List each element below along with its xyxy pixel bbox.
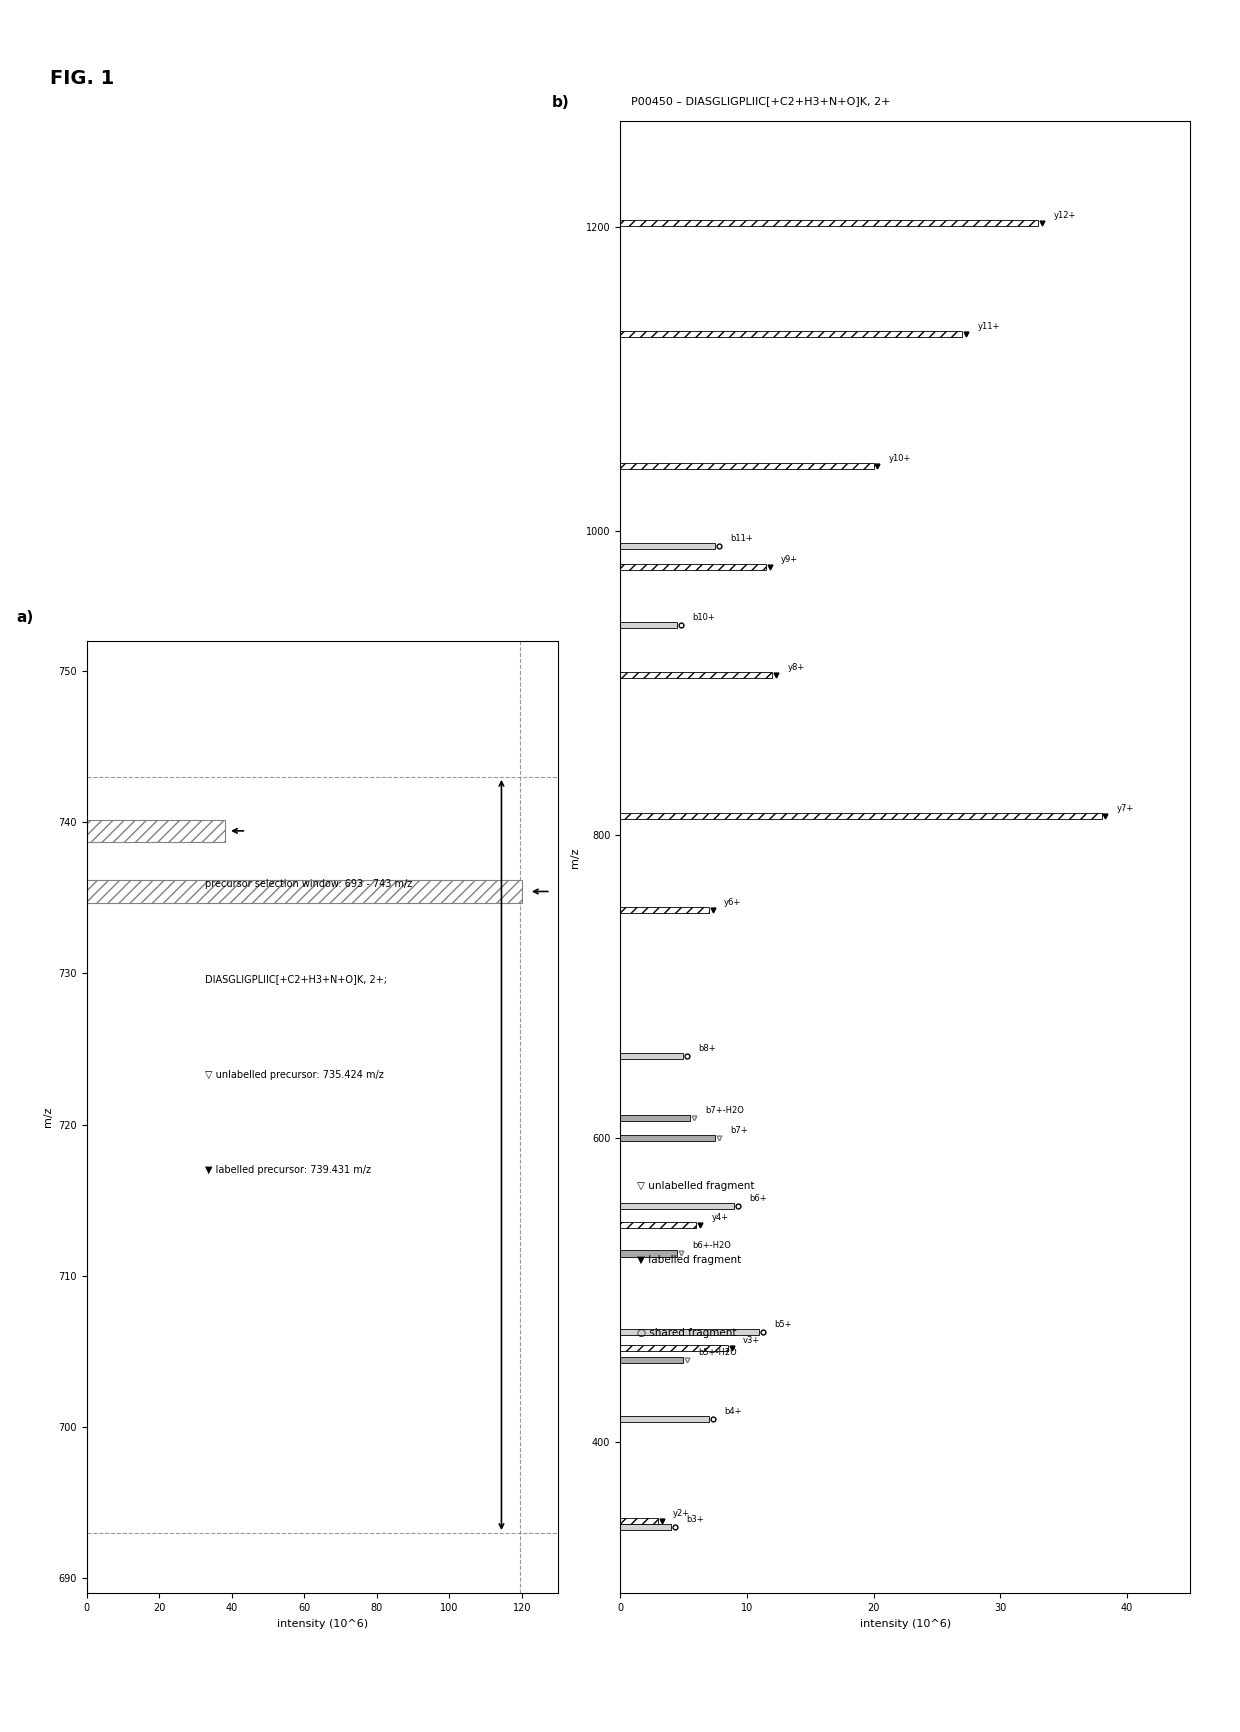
Bar (620, 1524, 671, 1529)
Bar (620, 462, 873, 469)
Text: ▽ unlabelled fragment: ▽ unlabelled fragment (637, 1181, 755, 1192)
Text: b8+: b8+ (698, 1044, 717, 1053)
Bar (87, 819, 224, 842)
Bar (620, 1134, 715, 1141)
Text: b10+: b10+ (692, 613, 715, 622)
Text: b4+: b4+ (724, 1406, 742, 1415)
Bar (620, 1330, 759, 1335)
Bar (620, 331, 962, 336)
Text: ▼ labelled fragment: ▼ labelled fragment (637, 1254, 742, 1264)
Text: DIASGLIGPLIIC[+C2+H3+N+O]K, 2+;: DIASGLIGPLIIC[+C2+H3+N+O]K, 2+; (205, 973, 387, 984)
Text: y8+: y8+ (787, 663, 805, 672)
Text: ▽ unlabelled precursor: 735.424 m/z: ▽ unlabelled precursor: 735.424 m/z (205, 1069, 383, 1079)
Y-axis label: m/z: m/z (570, 847, 580, 868)
Text: b5+: b5+ (775, 1320, 792, 1330)
Text: b5+-H2O: b5+-H2O (698, 1347, 738, 1356)
Bar (620, 814, 1101, 819)
X-axis label: intensity (10^6): intensity (10^6) (277, 1619, 368, 1628)
Y-axis label: m/z: m/z (43, 1107, 53, 1128)
Text: ○ shared fragment: ○ shared fragment (637, 1328, 737, 1339)
Text: precursor selection window: 693 - 743 m/z: precursor selection window: 693 - 743 m/… (205, 880, 412, 889)
Text: b): b) (552, 95, 569, 109)
Bar (620, 672, 773, 679)
Bar (620, 1251, 677, 1256)
Bar (620, 1115, 689, 1121)
Bar (620, 220, 1038, 225)
Text: b6+-H2O: b6+-H2O (692, 1242, 732, 1251)
Bar (620, 1517, 658, 1524)
Text: b3+: b3+ (686, 1514, 703, 1524)
Text: y10+: y10+ (889, 454, 911, 462)
X-axis label: intensity (10^6): intensity (10^6) (859, 1619, 951, 1628)
Bar (620, 1415, 709, 1422)
Text: y9+: y9+ (781, 556, 799, 565)
Text: y11+: y11+ (977, 322, 999, 331)
Bar (620, 1053, 683, 1060)
Bar (620, 1344, 728, 1351)
Bar (620, 622, 677, 629)
Bar (620, 908, 709, 913)
Text: b6+: b6+ (749, 1195, 766, 1204)
Text: P00450 – DIASGLIGPLIIC[+C2+H3+N+O]K, 2+: P00450 – DIASGLIGPLIIC[+C2+H3+N+O]K, 2+ (631, 97, 890, 107)
Text: FIG. 1: FIG. 1 (50, 69, 114, 88)
Text: b11+: b11+ (730, 533, 753, 544)
Bar (620, 1204, 734, 1209)
Text: ▼ labelled precursor: 739.431 m/z: ▼ labelled precursor: 739.431 m/z (205, 1164, 371, 1174)
Bar (620, 565, 766, 570)
Text: y2+: y2+ (673, 1509, 691, 1517)
Text: y4+: y4+ (712, 1212, 728, 1221)
Text: y12+: y12+ (1054, 211, 1076, 220)
Text: v3+: v3+ (743, 1335, 760, 1344)
Text: a): a) (16, 610, 33, 625)
Bar (620, 1356, 683, 1363)
Bar (620, 544, 715, 549)
Text: y7+: y7+ (1117, 804, 1135, 814)
Bar (87, 880, 522, 902)
Text: y6+: y6+ (724, 899, 742, 908)
Text: b7+-H2O: b7+-H2O (704, 1107, 744, 1115)
Text: b7+: b7+ (730, 1126, 748, 1134)
Bar (620, 1221, 696, 1228)
